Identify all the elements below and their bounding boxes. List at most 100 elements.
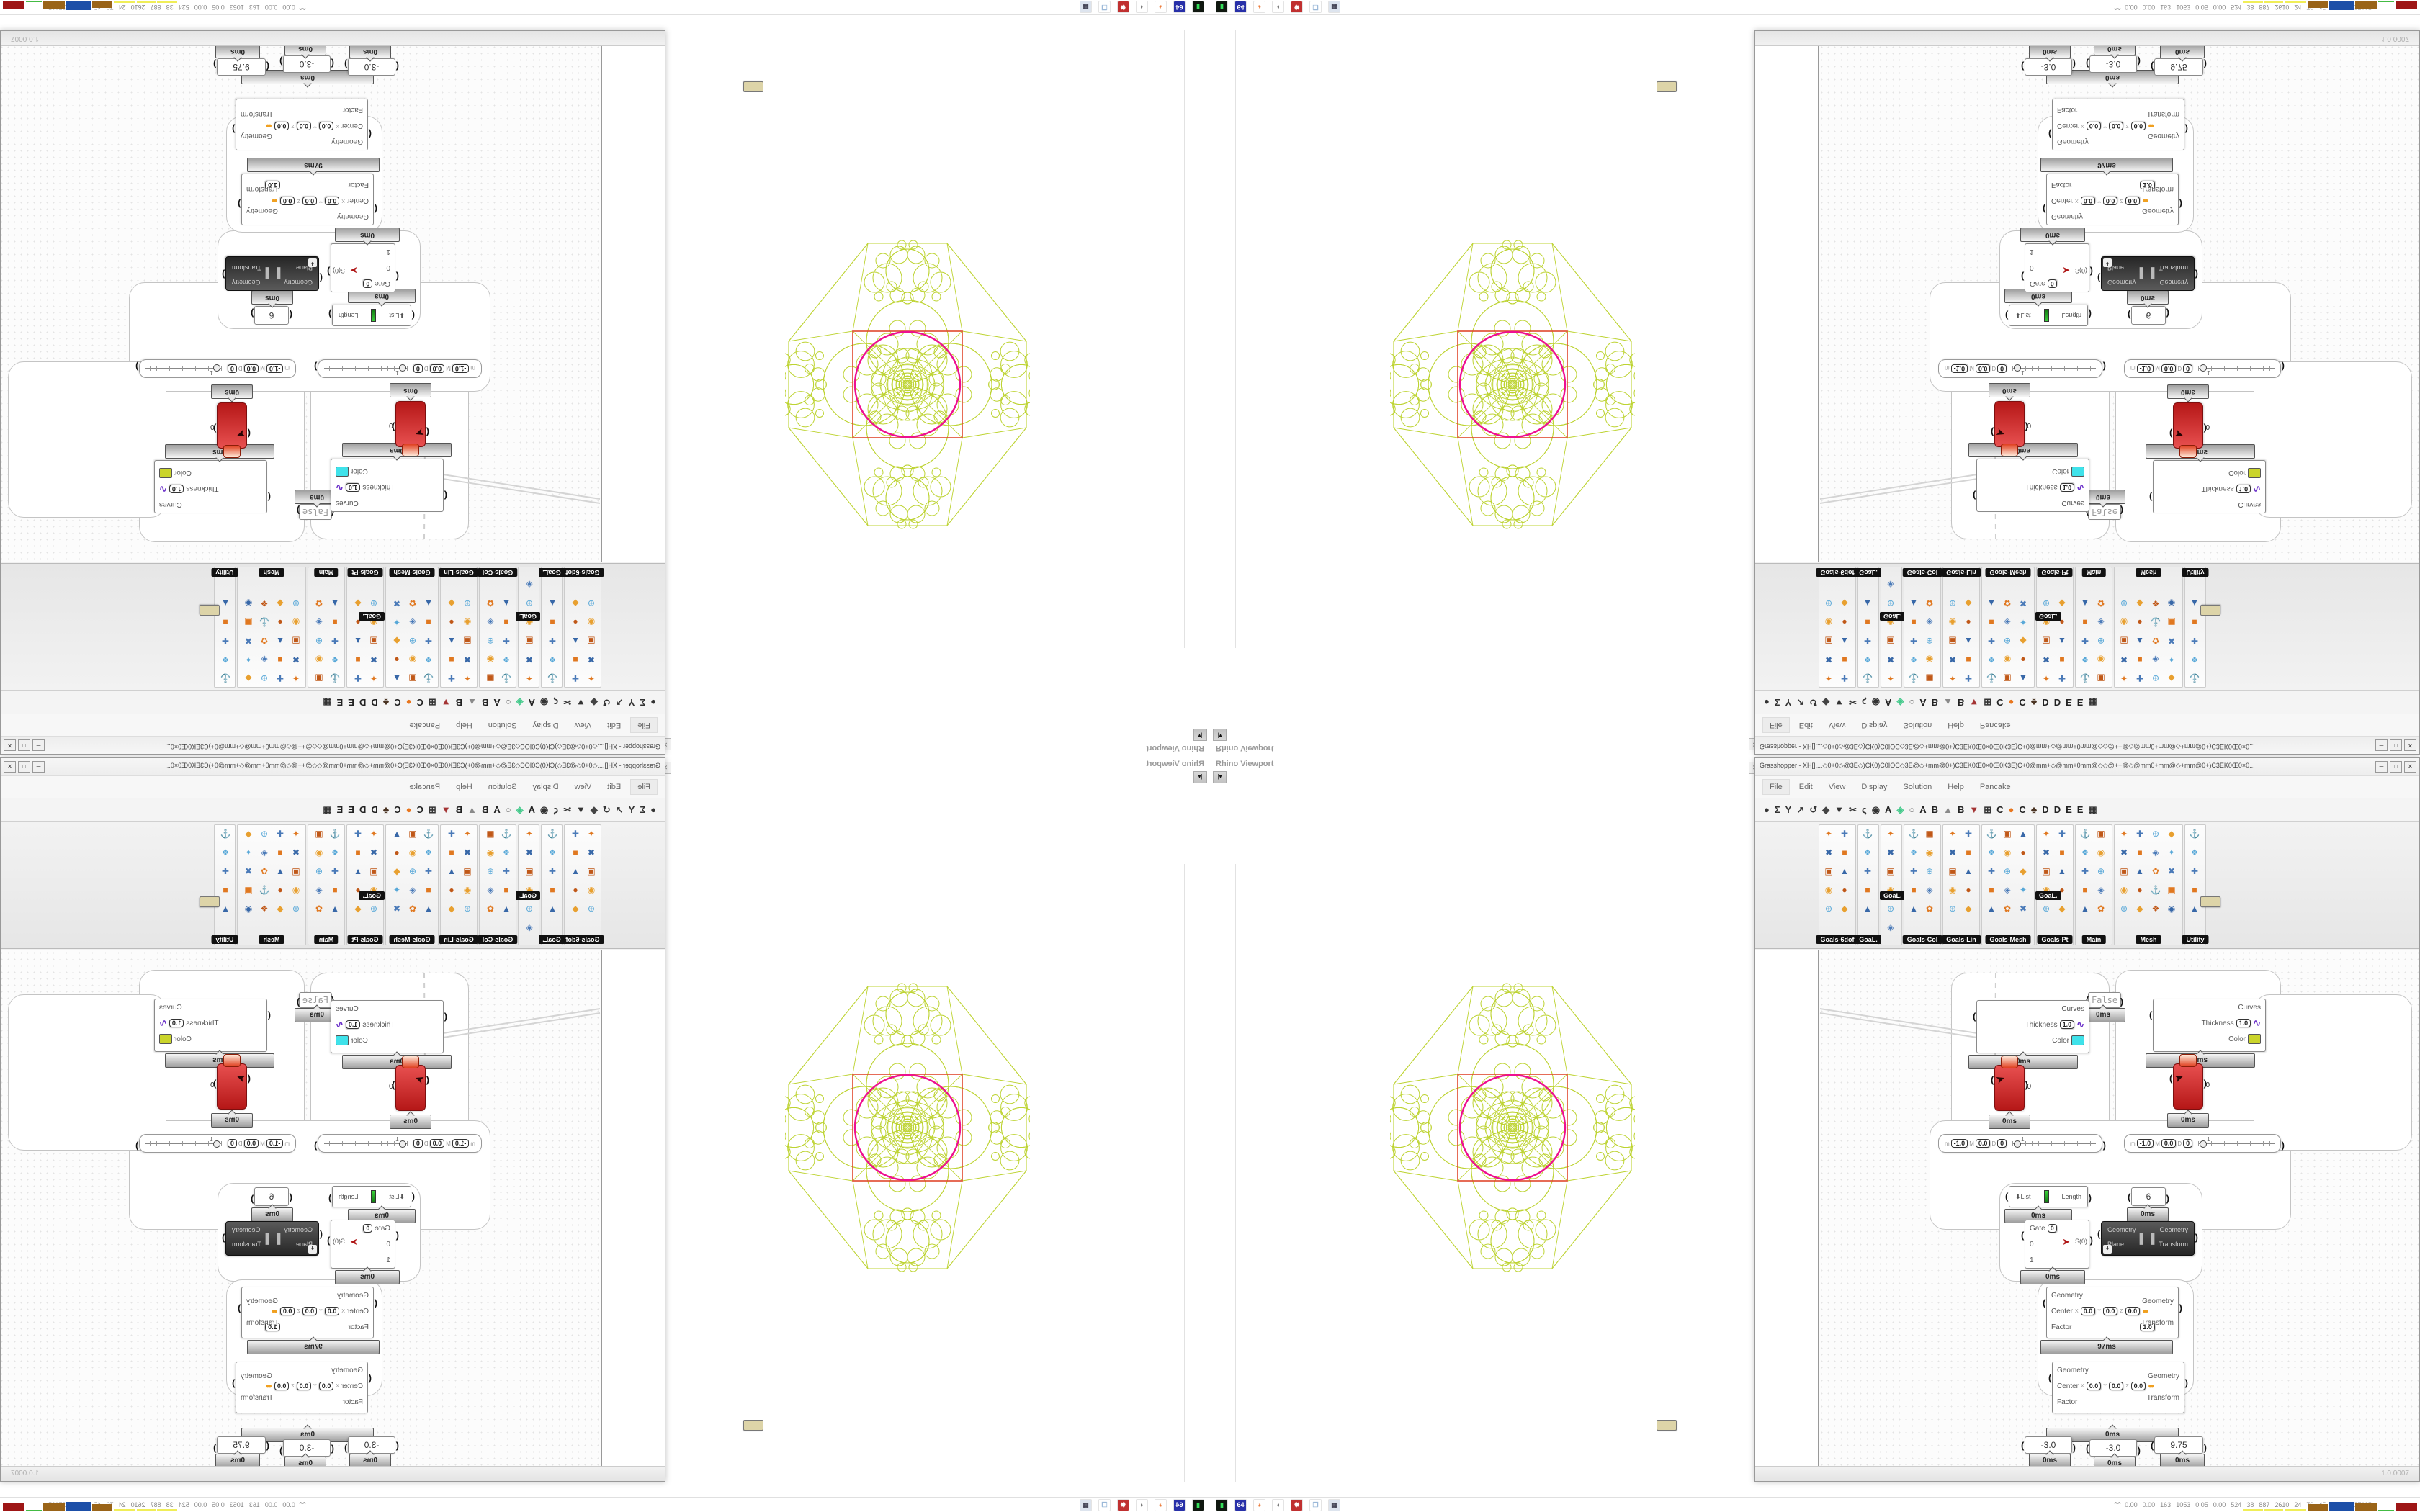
custom-preview-node[interactable]: Curves Thickness 1.0 ∿ Color( [2149, 460, 2266, 513]
minimize-button[interactable]: ─ [32, 761, 45, 773]
component-icon[interactable]: ◆ [572, 598, 579, 608]
category-tab-icon[interactable]: ↗ [615, 804, 624, 815]
coord-value[interactable]: 0.0 [2086, 122, 2102, 130]
component-icon[interactable]: ◉ [2167, 904, 2176, 914]
component-icon[interactable]: ✚ [571, 829, 580, 839]
component-icon[interactable]: ✦ [2167, 654, 2176, 665]
component-icon[interactable]: ❖ [2151, 904, 2160, 914]
component-icon[interactable]: ✚ [331, 636, 339, 646]
node-canvas[interactable]: False()0msCurvesThickness1.0∿Color(0msCu… [1818, 950, 2419, 1467]
category-tab-icon[interactable]: A [528, 804, 535, 815]
coord-value[interactable]: 0.0 [2125, 197, 2141, 205]
coord-value[interactable]: 0.0 [2080, 197, 2096, 205]
component-icon[interactable]: ▣ [292, 866, 300, 876]
component-icon[interactable]: ▣ [2167, 617, 2176, 627]
panel-node[interactable]: -3.0() [2086, 1439, 2141, 1457]
category-tab-icon[interactable]: B [1957, 804, 1965, 815]
expand-chevron-icon[interactable]: ⌃⌃ [2113, 1500, 2122, 1508]
category-tab-icon[interactable]: D [2042, 697, 2049, 708]
menu-item-view[interactable]: View [1828, 721, 1846, 729]
component-icon[interactable]: ⊕ [369, 598, 378, 608]
component-icon[interactable]: ⊕ [1925, 866, 1934, 876]
component-icon[interactable]: ✖ [525, 847, 534, 858]
component-icon[interactable]: ▲ [1909, 904, 1918, 914]
component-icon[interactable]: ⊕ [292, 598, 300, 608]
output-port[interactable]: ) [135, 1140, 139, 1151]
component-icon[interactable]: ❖ [1987, 847, 1996, 858]
input-port[interactable]: ( [319, 272, 323, 284]
component-icon[interactable]: ✦ [2120, 829, 2128, 839]
component-icon[interactable]: ⚓ [2079, 673, 2091, 683]
category-tab-icon[interactable]: D [2053, 697, 2061, 708]
thickness-value[interactable]: 1.0 [345, 483, 361, 492]
close-button[interactable]: ✕ [2404, 739, 2416, 751]
component-icon[interactable]: ❖ [2081, 847, 2089, 858]
component-icon[interactable]: ✿ [1925, 598, 1934, 608]
category-tab-icon[interactable]: ▲ [467, 804, 477, 815]
component-icon[interactable]: ◆ [354, 598, 362, 608]
component-icon[interactable]: ✚ [447, 673, 456, 683]
category-tab-icon[interactable]: ▲ [1943, 804, 1953, 815]
component-icon[interactable]: ▲ [331, 598, 339, 608]
category-tab-icon[interactable]: ● [2008, 697, 2015, 708]
output-port[interactable]: ) [2089, 1234, 2093, 1246]
component-icon[interactable]: ● [1966, 885, 1971, 895]
component-icon[interactable]: ◈ [526, 922, 533, 932]
category-tab-icon[interactable]: A [1919, 804, 1927, 815]
component-icon[interactable]: ✖ [2167, 636, 2176, 646]
color-swatch[interactable] [2071, 467, 2084, 477]
component-icon[interactable]: ▣ [463, 866, 472, 876]
slider-knob[interactable] [398, 1140, 406, 1148]
component-group[interactable] [2254, 361, 2412, 518]
panel-node[interactable]: 9.75() [213, 58, 269, 76]
output-port[interactable]: ) [2203, 423, 2207, 435]
component-icon[interactable]: ⚓ [2079, 829, 2091, 839]
category-tab-icon[interactable]: ▦ [2088, 804, 2097, 815]
palette-tab-label[interactable]: Utility [211, 568, 238, 577]
category-tab-icon[interactable]: ↗ [1796, 804, 1805, 815]
category-tab-icon[interactable]: C [2019, 804, 2026, 815]
floating-chip[interactable] [743, 1420, 763, 1431]
category-tab-icon[interactable]: ▼ [1834, 697, 1845, 708]
palette-tab-label-floating[interactable]: GoaL. [1880, 612, 1906, 621]
component-icon[interactable]: ▣ [369, 636, 378, 646]
slider-digits[interactable]: 0 [413, 364, 423, 373]
category-tab-icon[interactable]: E [2066, 697, 2072, 708]
category-tab-icon[interactable]: C [394, 697, 401, 708]
category-tab-icon[interactable]: B [1931, 697, 1939, 708]
component-icon[interactable]: ▲ [1964, 636, 1973, 646]
component-icon[interactable]: ◆ [277, 904, 284, 914]
component-icon[interactable]: ✦ [393, 617, 401, 627]
component-icon[interactable]: ✦ [393, 885, 401, 895]
input-port[interactable]: ( [266, 60, 269, 72]
node-canvas[interactable]: False()0msCurvesThickness1.0∿Color(0msCu… [1818, 45, 2419, 562]
slider-digits[interactable]: 0 [413, 1139, 423, 1148]
viewport-tab-button[interactable]: |▾ [1193, 771, 1207, 783]
category-tab-icon[interactable]: ● [1764, 804, 1770, 815]
component-icon[interactable]: ✚ [2190, 636, 2199, 646]
component-icon[interactable]: ▣ [1886, 636, 1895, 646]
custom-preview-node[interactable]: Curves Thickness 1.0 ∿ Color( [154, 999, 271, 1052]
category-tab-icon[interactable]: ♣ [382, 804, 390, 815]
component-icon[interactable]: ▲ [1964, 866, 1973, 876]
component-icon[interactable]: ✚ [2190, 866, 2199, 876]
category-tab-icon[interactable]: ▼ [441, 697, 451, 708]
slider-min[interactable]: -1.0 [266, 1139, 284, 1148]
list-length-node[interactable]: ⬇List Length() [328, 305, 415, 326]
component-icon[interactable]: ▲ [548, 598, 557, 608]
component-icon[interactable]: ⚓ [1908, 673, 1919, 683]
category-tab-icon[interactable]: C [1996, 697, 2004, 708]
input-port[interactable]: ( [331, 1443, 334, 1454]
category-tab-icon[interactable]: ○ [505, 697, 511, 708]
component-icon[interactable]: ✚ [2058, 673, 2066, 683]
input-port[interactable]: ( [2048, 1372, 2052, 1383]
palette-tab-label-floating[interactable]: GoaL. [359, 612, 385, 621]
component-icon[interactable]: ● [449, 617, 454, 627]
component-icon[interactable]: ◉ [587, 885, 596, 895]
menu-item-solution[interactable]: Solution [1903, 783, 1932, 791]
output-port[interactable]: ) [2203, 1077, 2207, 1089]
component-icon[interactable]: ✚ [1987, 866, 1996, 876]
output-port[interactable]: ) [2166, 1193, 2169, 1205]
color-swatch[interactable] [2248, 468, 2261, 478]
palette-tab-label[interactable]: Goals-Col [1902, 568, 1942, 577]
